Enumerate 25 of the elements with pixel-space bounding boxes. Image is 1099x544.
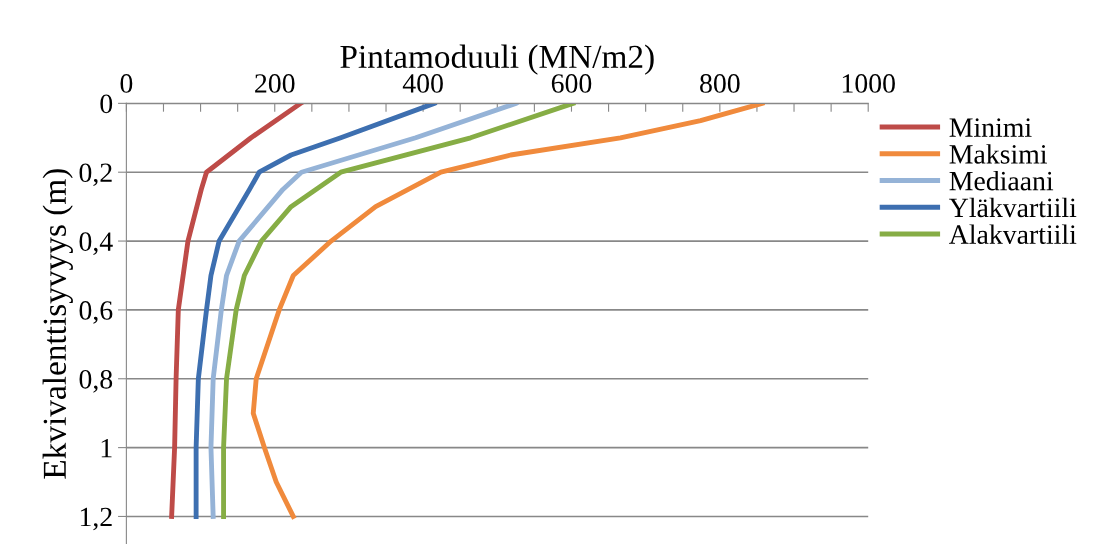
legend-label: Alakvartiili [949, 224, 1077, 244]
x-tick-label: 200 [255, 74, 295, 93]
line-series [169, 103, 304, 519]
line-series [208, 103, 519, 519]
y-tick-label: 1,2 [80, 507, 112, 531]
x-tick-label: 0 [120, 74, 133, 93]
y-tick-label: 0 [100, 94, 113, 114]
y-tick-label: 0,8 [79, 369, 113, 393]
legend-label: Mediaani [949, 170, 1054, 191]
x-tick-label: 400 [402, 74, 443, 93]
y-tick-label: 1 [101, 438, 112, 458]
line-series [221, 103, 576, 519]
legend-label: Maksimi [949, 144, 1047, 164]
x-tick-label: 800 [700, 74, 740, 93]
line-series [193, 103, 437, 519]
legend-label: Yläkvartiili [949, 197, 1077, 218]
y-axis-title: Ekvivalenttisyvyys (m) [42, 169, 73, 479]
x-tick-label: 600 [551, 74, 592, 93]
y-tick-label: 0,6 [79, 301, 113, 324]
y-tick-label: 0,2 [79, 163, 112, 187]
x-tick-label: 1000 [842, 74, 895, 93]
legend-label: Minimi [949, 118, 1032, 137]
y-tick-label: 0,4 [79, 232, 113, 255]
line-series [250, 103, 765, 519]
x-axis-title: Pintamoduuli (MN/m2) [340, 44, 654, 75]
